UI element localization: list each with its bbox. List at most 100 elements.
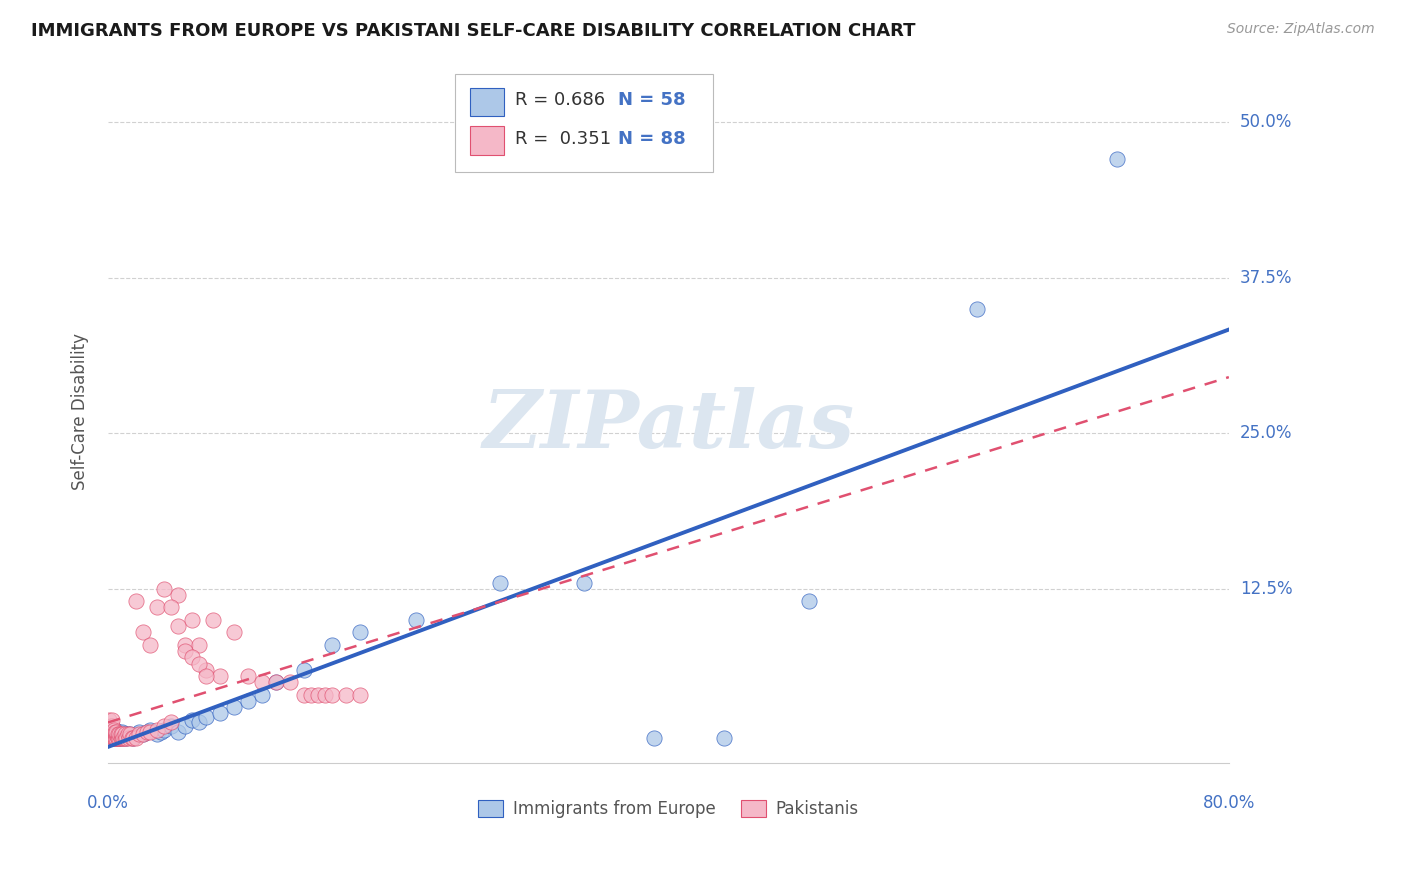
Point xyxy=(264,675,287,690)
Point xyxy=(174,719,197,733)
Point xyxy=(160,600,183,615)
Point xyxy=(222,700,245,714)
Point xyxy=(643,731,665,746)
Point xyxy=(107,731,129,746)
FancyBboxPatch shape xyxy=(456,74,713,172)
Point xyxy=(100,727,122,741)
Point xyxy=(98,727,121,741)
Text: ZIPatlas: ZIPatlas xyxy=(482,387,855,464)
Point xyxy=(105,725,128,739)
Point xyxy=(209,669,232,683)
Text: IMMIGRANTS FROM EUROPE VS PAKISTANI SELF-CARE DISABILITY CORRELATION CHART: IMMIGRANTS FROM EUROPE VS PAKISTANI SELF… xyxy=(31,22,915,40)
Point xyxy=(160,719,183,733)
Point xyxy=(236,669,259,683)
Point xyxy=(174,638,197,652)
Point xyxy=(125,727,148,741)
Point xyxy=(335,688,357,702)
Point xyxy=(98,725,121,739)
Text: 37.5%: 37.5% xyxy=(1240,268,1292,286)
Bar xyxy=(470,87,503,116)
Point xyxy=(108,731,131,746)
Point xyxy=(122,731,145,746)
Point xyxy=(120,727,142,741)
Point xyxy=(209,706,232,721)
Point xyxy=(132,727,155,741)
Point xyxy=(108,731,131,746)
Point xyxy=(104,727,127,741)
Text: 12.5%: 12.5% xyxy=(1240,580,1292,598)
Point xyxy=(139,638,162,652)
Point xyxy=(125,594,148,608)
Point xyxy=(108,727,131,741)
Point xyxy=(101,725,124,739)
Bar xyxy=(470,127,503,154)
Text: N = 58: N = 58 xyxy=(619,91,686,109)
Point xyxy=(111,731,134,746)
Point xyxy=(181,613,204,627)
Point xyxy=(98,731,121,746)
Point xyxy=(98,731,121,746)
Point xyxy=(132,727,155,741)
Point xyxy=(146,600,169,615)
Point xyxy=(107,731,129,746)
Point xyxy=(115,731,138,746)
Point xyxy=(136,725,159,739)
Point xyxy=(188,638,211,652)
Point xyxy=(100,731,122,746)
Point xyxy=(100,725,122,739)
Point xyxy=(321,638,343,652)
Point xyxy=(321,688,343,702)
Point xyxy=(103,723,125,737)
Point xyxy=(111,731,134,746)
Point xyxy=(104,725,127,739)
Point xyxy=(115,731,138,746)
Point xyxy=(105,731,128,746)
Point xyxy=(120,727,142,741)
Point xyxy=(101,731,124,746)
Point xyxy=(797,594,820,608)
Point xyxy=(107,727,129,741)
Point xyxy=(153,582,176,596)
Point xyxy=(139,725,162,739)
Point xyxy=(101,719,124,733)
Point xyxy=(146,723,169,737)
Point xyxy=(153,719,176,733)
Point xyxy=(128,727,150,741)
Point xyxy=(153,723,176,737)
Point xyxy=(101,713,124,727)
Point xyxy=(101,723,124,737)
Point xyxy=(195,669,218,683)
Point xyxy=(188,657,211,671)
Point xyxy=(125,731,148,746)
Point xyxy=(114,727,136,741)
Text: 0.0%: 0.0% xyxy=(87,794,129,812)
Point xyxy=(349,625,371,640)
Point xyxy=(195,663,218,677)
Point xyxy=(114,727,136,741)
Point xyxy=(181,713,204,727)
Text: Source: ZipAtlas.com: Source: ZipAtlas.com xyxy=(1227,22,1375,37)
Point xyxy=(146,727,169,741)
Text: 80.0%: 80.0% xyxy=(1202,794,1256,812)
Point xyxy=(104,727,127,741)
Point xyxy=(100,731,122,746)
Point xyxy=(112,731,135,746)
Point xyxy=(103,730,125,744)
Text: 50.0%: 50.0% xyxy=(1240,113,1292,131)
Point xyxy=(110,731,132,746)
Y-axis label: Self-Care Disability: Self-Care Disability xyxy=(72,333,89,490)
Point xyxy=(114,731,136,746)
Point xyxy=(202,613,225,627)
Point xyxy=(349,688,371,702)
Point xyxy=(98,713,121,727)
Point xyxy=(121,731,143,746)
Point xyxy=(105,725,128,739)
Point xyxy=(108,725,131,739)
Point xyxy=(128,725,150,739)
Point xyxy=(104,731,127,746)
Point xyxy=(236,694,259,708)
Point xyxy=(101,731,124,746)
Point xyxy=(574,575,596,590)
Point xyxy=(489,575,512,590)
Point xyxy=(98,727,121,741)
